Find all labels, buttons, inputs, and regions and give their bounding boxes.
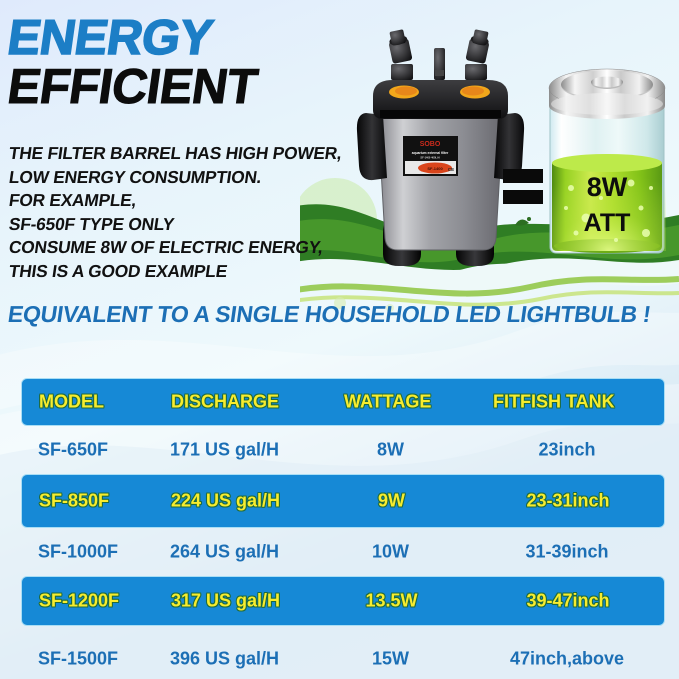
- svg-text:SF-1400: SF-1400: [427, 166, 443, 171]
- svg-text:CE: CE: [448, 167, 454, 172]
- svg-text:8W: 8W: [587, 172, 628, 202]
- svg-text:SOBO: SOBO: [420, 141, 441, 148]
- svg-text:SF-1400 400L/H: SF-1400 400L/H: [420, 156, 439, 160]
- svg-text:ATT: ATT: [584, 209, 631, 237]
- svg-text:aquarium external filter: aquarium external filter: [412, 151, 449, 155]
